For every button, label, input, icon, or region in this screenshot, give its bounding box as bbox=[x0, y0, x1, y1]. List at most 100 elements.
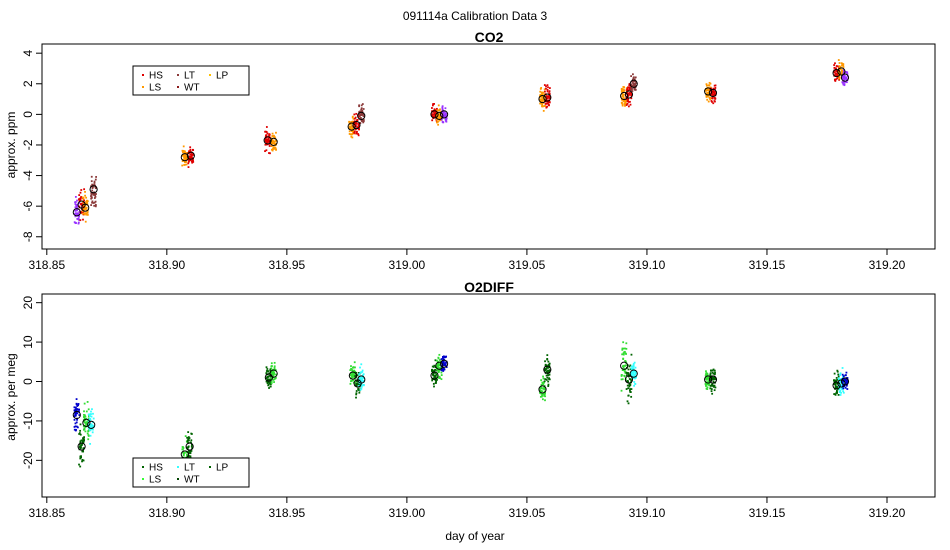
o2diff-data-point bbox=[836, 379, 839, 381]
o2diff-data-point bbox=[355, 372, 358, 374]
o2diff-data-point bbox=[628, 365, 631, 368]
o2diff-data-point bbox=[630, 388, 633, 390]
o2diff-data-point bbox=[836, 389, 838, 392]
o2diff-data-point bbox=[540, 386, 543, 389]
co2-data-point bbox=[439, 108, 441, 111]
o2diff-data-point bbox=[75, 398, 78, 401]
o2diff-data-point bbox=[360, 386, 363, 388]
co2-data-point bbox=[542, 99, 544, 102]
o2diff-data-point bbox=[79, 440, 82, 443]
co2-mean-marker bbox=[543, 93, 552, 102]
co2-y-tick-label: -8 bbox=[21, 231, 35, 242]
o2diff-data-point bbox=[187, 436, 190, 438]
co2-data-point bbox=[94, 200, 97, 203]
o2diff-data-point bbox=[79, 447, 82, 450]
o2diff-data-point bbox=[442, 367, 445, 370]
o2diff-mean-marker bbox=[704, 375, 713, 384]
co2-cluster bbox=[90, 175, 97, 208]
o2diff-data-point bbox=[360, 363, 363, 366]
co2-data-point bbox=[436, 121, 438, 124]
o2diff-data-point bbox=[267, 381, 270, 384]
co2-data-point bbox=[544, 90, 546, 93]
o2diff-data-point bbox=[630, 372, 633, 375]
co2-data-point bbox=[267, 141, 270, 143]
o2diff-data-point bbox=[438, 367, 441, 370]
o2diff-data-point bbox=[835, 377, 838, 379]
co2-data-point bbox=[183, 159, 186, 162]
o2diff-cluster bbox=[435, 353, 443, 381]
co2-data-point bbox=[539, 102, 541, 105]
o2diff-data-point bbox=[73, 409, 76, 412]
co2-data-point bbox=[189, 153, 192, 156]
co2-data-point bbox=[709, 86, 712, 89]
co2-data-point bbox=[91, 201, 93, 204]
co2-data-point bbox=[74, 215, 77, 218]
o2diff-data-point bbox=[90, 415, 93, 418]
co2-panel-title: CO2 bbox=[475, 29, 504, 45]
o2diff-legend-swatch bbox=[142, 478, 144, 480]
o2diff-data-point bbox=[433, 385, 435, 388]
co2-data-point bbox=[80, 189, 83, 191]
o2diff-data-point bbox=[355, 383, 358, 386]
o2diff-data-point bbox=[547, 369, 549, 372]
co2-x-tick-label: 318.85 bbox=[28, 258, 65, 272]
o2diff-data-point bbox=[73, 426, 76, 428]
co2-data-point bbox=[186, 152, 188, 155]
o2diff-data-point bbox=[435, 380, 438, 383]
co2-data-point bbox=[714, 84, 717, 87]
co2-mean-marker bbox=[435, 111, 444, 121]
co2-data-point bbox=[349, 127, 352, 130]
co2-data-point bbox=[541, 100, 544, 102]
o2diff-data-point bbox=[436, 375, 439, 377]
co2-data-point bbox=[444, 107, 447, 110]
o2diff-data-point bbox=[627, 368, 630, 371]
o2diff-data-point bbox=[359, 389, 362, 391]
co2-data-point bbox=[78, 205, 81, 208]
co2-data-point bbox=[542, 109, 545, 112]
o2diff-data-point bbox=[84, 424, 86, 427]
o2diff-data-point bbox=[83, 414, 86, 417]
o2diff-data-point bbox=[360, 387, 363, 390]
co2-data-point bbox=[630, 94, 633, 97]
o2diff-data-point bbox=[712, 372, 715, 375]
o2diff-data-point bbox=[79, 429, 82, 432]
co2-data-point bbox=[632, 77, 635, 80]
co2-data-point bbox=[836, 77, 839, 80]
co2-data-point bbox=[355, 112, 358, 115]
o2diff-data-point bbox=[713, 389, 716, 392]
co2-y-axis-label: approx. ppm bbox=[4, 112, 18, 179]
o2diff-data-point bbox=[622, 358, 625, 360]
o2diff-data-point bbox=[712, 384, 714, 387]
o2diff-data-point bbox=[841, 385, 844, 388]
o2diff-data-point bbox=[187, 450, 190, 452]
o2diff-data-point bbox=[75, 411, 78, 414]
co2-mean-marker bbox=[357, 111, 366, 121]
o2diff-data-point bbox=[83, 420, 86, 423]
co2-data-point bbox=[273, 142, 276, 145]
co2-data-point bbox=[78, 194, 81, 196]
co2-data-point bbox=[352, 129, 355, 132]
o2diff-data-point bbox=[431, 365, 434, 368]
co2-mean-marker bbox=[624, 90, 634, 99]
co2-data-point bbox=[629, 92, 631, 94]
o2diff-data-point bbox=[838, 390, 841, 393]
o2diff-data-point bbox=[434, 379, 437, 382]
o2diff-data-point bbox=[845, 384, 848, 387]
co2-data-point bbox=[354, 116, 357, 119]
co2-data-point bbox=[183, 161, 186, 163]
o2diff-data-point bbox=[710, 388, 713, 390]
co2-data-point bbox=[360, 108, 363, 111]
o2diff-data-point bbox=[275, 373, 277, 376]
co2-data-point bbox=[83, 188, 86, 191]
co2-data-point bbox=[184, 157, 186, 160]
o2diff-data-point bbox=[269, 385, 272, 388]
co2-data-point bbox=[541, 103, 544, 106]
o2diff-data-point bbox=[78, 463, 80, 466]
o2diff-data-point bbox=[353, 361, 356, 364]
o2diff-x-tick-label: 319.15 bbox=[749, 506, 786, 520]
o2diff-data-point bbox=[624, 347, 626, 350]
o2diff-data-point bbox=[89, 425, 92, 428]
co2-plot-frame bbox=[41, 43, 936, 250]
co2-data-point bbox=[350, 135, 353, 138]
co2-data-point bbox=[264, 130, 266, 133]
